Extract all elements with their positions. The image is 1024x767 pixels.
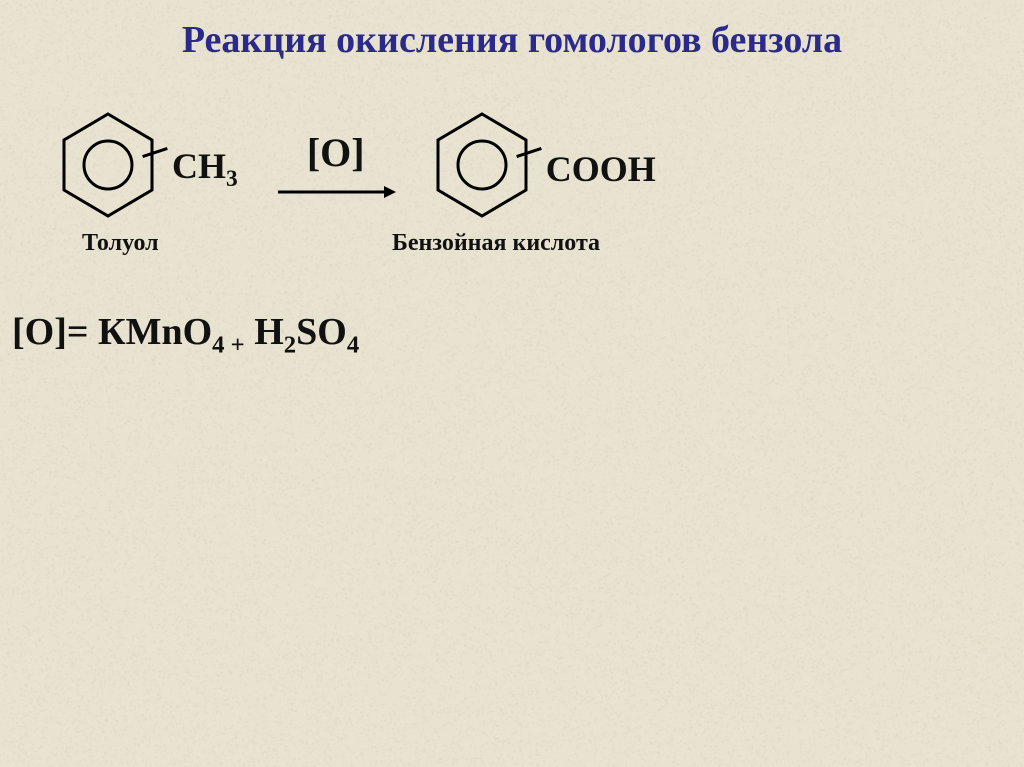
arrow-icon <box>276 182 396 202</box>
page-title: Реакция окисления гомологов бензола <box>0 18 1024 62</box>
reaction-arrow-group: [O] <box>276 129 396 202</box>
reactant-substituent: CH3 <box>172 145 238 193</box>
benzene-ring <box>434 110 530 220</box>
product-name: Бензойная кислота <box>392 230 600 257</box>
oxidant-definition: [O]= КMnO4 + H2SO4 <box>12 310 359 360</box>
hexagon-svg <box>434 110 530 220</box>
oxidation-symbol: [O] <box>307 129 365 176</box>
slide-content: Реакция окисления гомологов бензола CH3 … <box>0 0 1024 767</box>
reactant-molecule: CH3 <box>60 110 238 220</box>
benzene-ring <box>60 110 156 220</box>
product-molecule: COOH <box>434 110 656 220</box>
product-substituent: COOH <box>546 148 656 190</box>
reactant-name: Толуол <box>82 230 159 257</box>
hexagon-svg <box>60 110 156 220</box>
reaction-equation: CH3 [O] COOH <box>60 110 656 220</box>
